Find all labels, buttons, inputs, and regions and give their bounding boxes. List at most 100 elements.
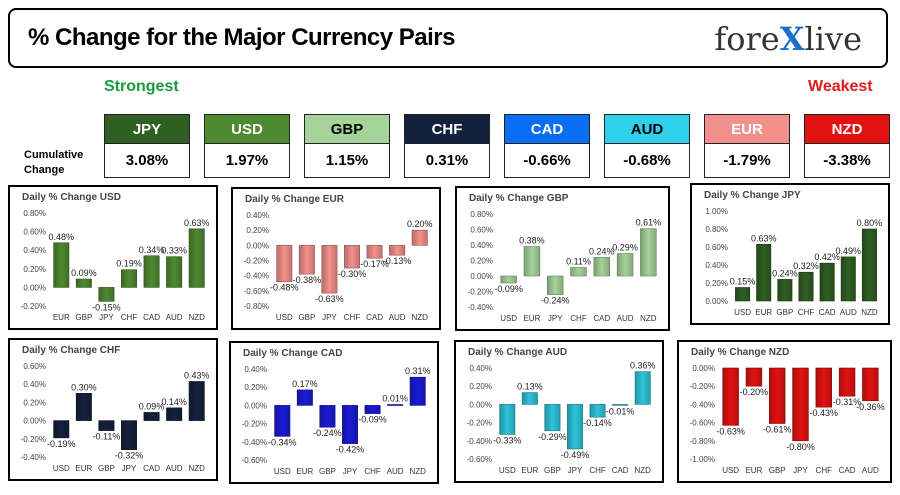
currency-card-jpy: JPY 3.08%	[104, 114, 190, 178]
x-tick-label: USD	[734, 308, 751, 317]
data-label: -0.32%	[115, 451, 144, 461]
y-tick-label: -0.40%	[242, 438, 267, 447]
bar-usd	[276, 245, 293, 283]
data-label: 0.33%	[161, 246, 187, 256]
x-tick-label: AUD	[617, 314, 634, 323]
bar-cad	[143, 412, 160, 421]
bar-usd	[500, 275, 517, 284]
cumulative-value: 1.15%	[304, 144, 390, 178]
bar-gbp	[544, 404, 561, 432]
data-label: -0.43%	[810, 408, 839, 418]
y-tick-label: 0.60%	[470, 226, 493, 235]
x-tick-label: JPY	[343, 467, 358, 476]
bar-eur	[756, 243, 772, 302]
y-tick-label: 0.20%	[246, 226, 269, 235]
bar-gbp	[777, 279, 793, 302]
bar-gbp	[768, 367, 786, 424]
y-tick-label: 0.60%	[705, 243, 728, 252]
chart-title: Daily % Change CHF	[22, 345, 121, 356]
x-tick-label: USD	[500, 314, 517, 323]
x-tick-label: AUD	[166, 313, 183, 322]
x-tick-label: EUR	[523, 314, 540, 323]
y-tick-label: 0.80%	[705, 225, 728, 234]
data-label: -0.36%	[856, 402, 885, 412]
chart-title: Daily % Change GBP	[469, 193, 569, 204]
data-label: 0.31%	[405, 366, 431, 376]
chart-gbp-svg: -0.40% -0.20% 0.00% 0.20% 0.40% 0.60% 0.80% -0.…	[468, 210, 661, 323]
currency-name: USD	[204, 114, 290, 144]
bar-nzd	[188, 228, 205, 288]
y-tick-label: 0.20%	[23, 398, 46, 407]
header-box: % Change for the Major Currency Pairs fo…	[8, 8, 888, 68]
x-tick-label: JPY	[322, 313, 337, 322]
chart-panel-cad: Daily % Change CAD -0.60% -0.40% -0.20% 0.0…	[229, 341, 439, 484]
x-tick-label: GBP	[75, 313, 92, 322]
chart-jpy-svg: 0.00% 0.20% 0.40% 0.60% 0.80% 1.00% 0.15% USD 0.…	[705, 207, 883, 317]
y-tick-label: 0.00%	[470, 272, 493, 281]
y-tick-label: -0.20%	[242, 420, 267, 429]
x-tick-label: USD	[53, 464, 70, 473]
y-tick-label: 0.40%	[23, 380, 46, 389]
x-tick-label: GBP	[769, 466, 786, 475]
bar-jpy	[121, 420, 137, 451]
bar-aud	[166, 256, 183, 288]
data-label: 0.19%	[116, 259, 142, 269]
data-label: 0.49%	[836, 246, 862, 256]
chart-panel-gbp: Daily % Change GBP -0.40% -0.20% 0.00% 0.20…	[455, 186, 670, 331]
y-tick-label: 0.00%	[23, 417, 46, 426]
data-label: 0.48%	[49, 232, 75, 242]
bar-jpy	[98, 287, 115, 302]
weakest-label: Weakest	[808, 78, 873, 95]
bar-usd	[274, 405, 291, 437]
bar-chf	[344, 245, 360, 269]
y-tick-label: -0.20%	[690, 382, 715, 391]
data-label: -0.34%	[268, 437, 297, 447]
cumulative-value: -0.66%	[504, 144, 590, 178]
data-label: -0.09%	[358, 415, 387, 425]
currency-card-gbp: GBP 1.15%	[304, 114, 390, 178]
chart-panel-eur: Daily % Change EUR -0.80% -0.60% -0.40% -0.…	[231, 187, 441, 330]
data-label: -0.80%	[786, 442, 815, 452]
x-tick-label: EUR	[53, 313, 70, 322]
x-tick-label: CHF	[364, 467, 381, 476]
x-tick-label: CAD	[143, 464, 160, 473]
bar-cad	[143, 255, 160, 288]
y-tick-label: 0.00%	[23, 283, 46, 292]
currency-name: CHF	[404, 114, 490, 144]
data-label: -0.30%	[338, 269, 367, 279]
y-tick-label: -0.40%	[690, 400, 715, 409]
x-tick-label: JPY	[99, 313, 114, 322]
currency-card-chf: CHF 0.31%	[404, 114, 490, 178]
x-tick-label: JPY	[548, 314, 563, 323]
x-tick-label: USD	[499, 466, 516, 475]
bar-cad	[838, 367, 856, 397]
currency-name: JPY	[104, 114, 190, 144]
y-tick-label: 0.80%	[23, 209, 46, 218]
logo-text-right: live	[804, 20, 862, 58]
bar-chf	[798, 271, 814, 302]
y-tick-label: -0.40%	[467, 437, 492, 446]
chart-title: Daily % Change EUR	[245, 194, 344, 205]
data-label: 0.34%	[139, 245, 165, 255]
chart-panel-usd: Daily % Change USD -0.20% 0.00% 0.20% 0.40%…	[8, 185, 218, 330]
currency-card-nzd: NZD -3.38%	[804, 114, 890, 178]
data-label: 0.09%	[139, 401, 165, 411]
y-tick-label: -0.80%	[690, 437, 715, 446]
y-tick-label: -0.60%	[242, 456, 267, 465]
bar-aud	[389, 245, 406, 256]
y-tick-label: 0.20%	[470, 257, 493, 266]
bar-jpy	[321, 245, 338, 294]
strongest-label: Strongest	[104, 78, 179, 95]
cumulative-value: -0.68%	[604, 144, 690, 178]
x-tick-label: NZD	[188, 464, 205, 473]
cumulative-value: 0.31%	[404, 144, 490, 178]
y-tick-label: 0.20%	[244, 383, 267, 392]
y-tick-label: 0.40%	[244, 365, 267, 374]
currency-card-eur: EUR -1.79%	[704, 114, 790, 178]
x-tick-label: USD	[276, 313, 293, 322]
data-label: -0.15%	[92, 302, 121, 312]
data-label: 0.13%	[517, 382, 543, 392]
data-label: 0.80%	[857, 218, 883, 228]
logo-x: X	[779, 20, 805, 58]
bar-nzd	[411, 229, 428, 246]
